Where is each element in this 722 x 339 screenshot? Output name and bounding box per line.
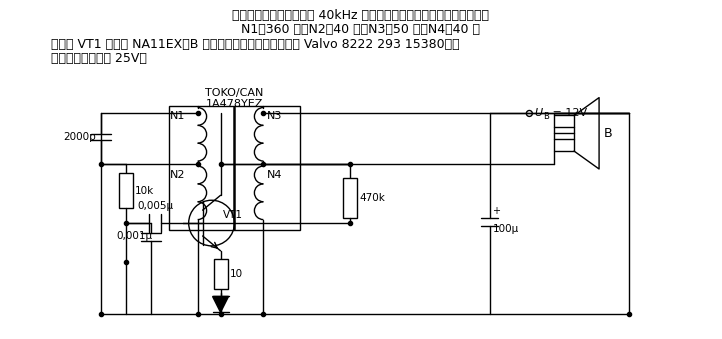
Text: 10: 10 [230,268,243,279]
Text: 2000p: 2000p [63,132,96,141]
Text: 加的峰値电压约为 25V。: 加的峰値电压约为 25V。 [51,52,147,65]
Text: U: U [534,108,542,118]
Text: 0,001μ: 0,001μ [116,231,152,241]
Bar [214,259,227,288]
Bar [119,174,133,208]
Bar [554,116,574,151]
Text: 10k: 10k [135,186,154,196]
Text: B: B [604,127,613,140]
Bar [169,105,300,230]
Text: N1：360 匹；N2：40 匹；N3：50 匹；N4：40 匹: N1：360 匹；N2：40 匹；N3：50 匹；N4：40 匹 [241,23,481,36]
Text: TOKO/CAN: TOKO/CAN [205,88,264,98]
Text: +: + [492,206,500,216]
Text: VT1: VT1 [222,210,243,220]
Text: N1: N1 [170,112,185,121]
Text: N3: N3 [267,112,283,121]
Text: 0,005μ: 0,005μ [137,201,173,211]
Text: 电路采用变压器耦合产生 40kHz 的振荡信号。变压器各线圈匹数如下：: 电路采用变压器耦合产生 40kHz 的振荡信号。变压器各线圈匹数如下： [232,9,490,22]
Text: 100μ: 100μ [492,224,518,234]
Bar [343,178,357,218]
Text: N4: N4 [267,170,283,180]
Text: B: B [543,112,549,121]
Polygon shape [212,296,228,312]
Text: = 12V: = 12V [549,108,588,118]
Text: 470k: 470k [359,193,385,203]
Text: 晶体管 VT1 型号为 NA11EX，B 为超声波变换器，型号可采用 Valvo 8222 293 15380，所: 晶体管 VT1 型号为 NA11EX，B 为超声波变换器，型号可采用 Valvo… [51,38,460,51]
Text: 1A478YEZ: 1A478YEZ [206,99,264,108]
Text: N2: N2 [170,170,186,180]
